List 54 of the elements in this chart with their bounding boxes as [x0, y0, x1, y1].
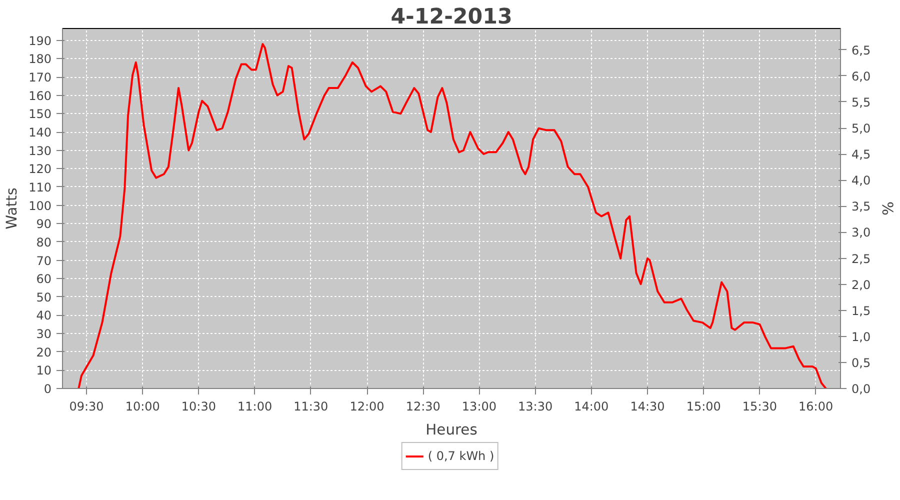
y-tick-label: 40	[36, 308, 52, 323]
y-tick-label: 50	[36, 290, 52, 304]
x-tick-label: 12:30	[406, 400, 440, 414]
y-tick-label: 180	[28, 52, 52, 66]
x-tick-label: 13:00	[462, 400, 497, 414]
y-tick-label: 20	[36, 345, 52, 360]
y2-tick-label: 2,5	[852, 252, 871, 266]
x-tick-label: 14:00	[574, 400, 609, 414]
y2-tick-label: 0,0	[852, 382, 871, 396]
y-tick-label: 0	[44, 382, 52, 396]
y-tick-label: 80	[36, 235, 52, 250]
y-tick-label: 90	[36, 217, 52, 232]
y2-tick-label: 6,5	[852, 43, 871, 58]
y-tick-label: 110	[28, 180, 52, 194]
chart-title: 4-12-2013	[390, 4, 512, 30]
y-tick-label: 150	[28, 107, 52, 122]
y2-tick-label: 0,5	[852, 356, 871, 370]
y-tick-label: 120	[28, 162, 52, 176]
y-tick-label: 130	[28, 144, 52, 158]
line-series	[78, 43, 827, 388]
y-tick-label: 10	[36, 364, 52, 378]
y-tick-label: 30	[36, 327, 52, 342]
y-tick-label: 160	[28, 88, 52, 103]
y-tick-label: 60	[36, 272, 52, 286]
y2-tick-label: 4,0	[852, 174, 871, 188]
x-tick-label: 11:30	[294, 400, 328, 414]
y-tick-label: 190	[28, 34, 52, 48]
y-tick-label: 140	[28, 126, 52, 140]
x-tick-label: 15:30	[742, 400, 778, 414]
y2-tick-label: 5,0	[852, 122, 871, 136]
x-tick-label: 15:00	[686, 400, 721, 414]
y-tick-label: 170	[28, 70, 52, 85]
y2-tick-label: 5,5	[852, 95, 871, 110]
y2-tick-label: 4,5	[852, 148, 871, 162]
x-tick-label: 16:00	[798, 400, 834, 414]
y2-axis-title: %	[878, 202, 896, 216]
x-tick-label: 10:30	[181, 400, 216, 414]
y-tick-label: 100	[28, 198, 52, 213]
x-tick-label: 10:00	[125, 400, 160, 414]
x-tick-label: 14:30	[630, 400, 665, 414]
y2-tick-label: 2,0	[852, 278, 871, 292]
y2-tick-label: 3,5	[852, 200, 871, 214]
x-tick-label: 09:30	[69, 400, 104, 414]
legend-label: ( 0,7 kWh )	[428, 449, 494, 463]
y2-tick-label: 6,0	[852, 69, 871, 84]
y2-tick-label: 1,5	[852, 304, 871, 318]
x-axis-title: Heures	[426, 422, 478, 438]
y2-tick-label: 1,0	[852, 330, 871, 344]
x-tick-label: 12:00	[350, 400, 384, 414]
y-axis-title: Watts	[4, 188, 21, 230]
y2-tick-label: 3,0	[852, 226, 871, 240]
y-tick-label: 70	[36, 254, 52, 268]
x-tick-label: 11:00	[238, 400, 272, 414]
x-tick-label: 13:30	[518, 400, 553, 414]
